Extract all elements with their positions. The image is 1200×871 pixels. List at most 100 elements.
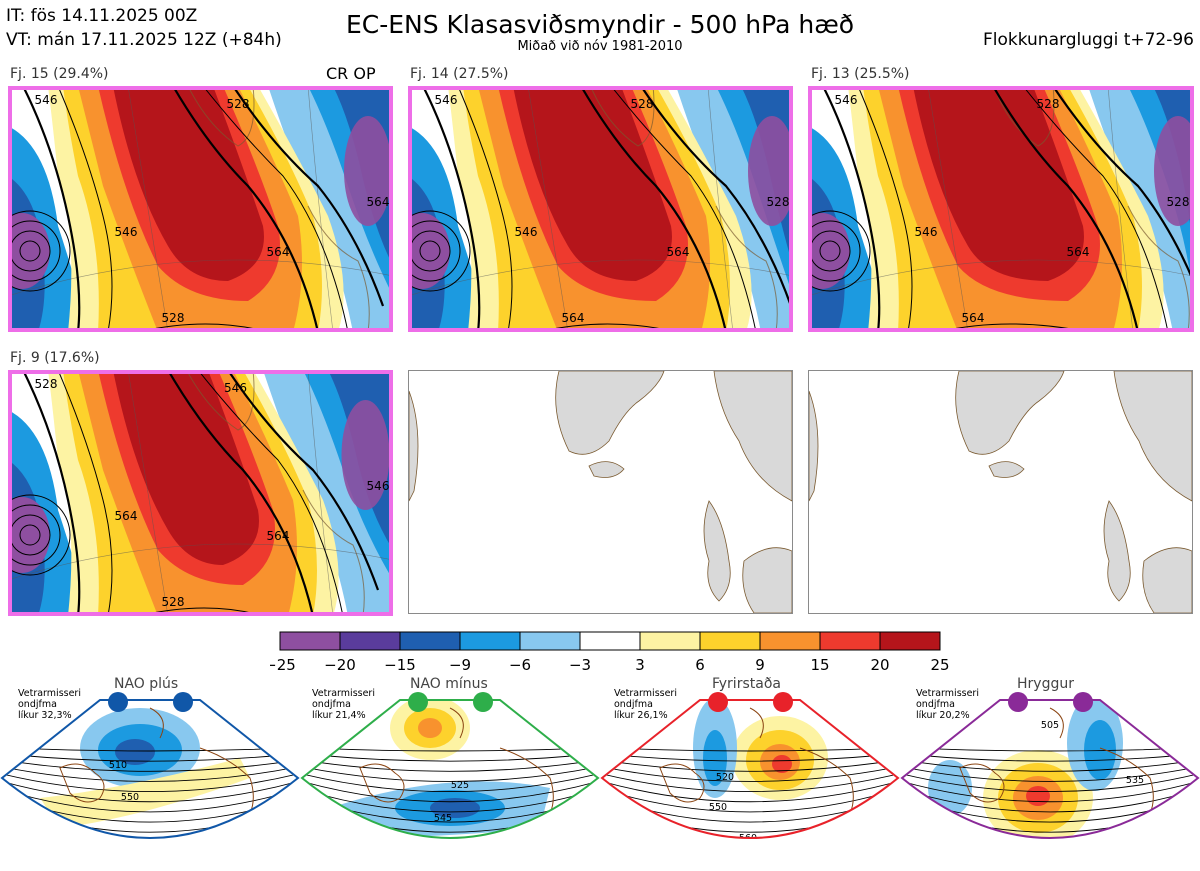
anomaly-area-low-centre bbox=[8, 497, 50, 573]
height-contour-low bbox=[419, 240, 441, 262]
regime-indicator-dot bbox=[708, 692, 728, 712]
height-contour bbox=[197, 370, 344, 616]
land-canada bbox=[409, 390, 419, 502]
height-contour-low bbox=[8, 210, 71, 292]
colorbar-swatch bbox=[879, 631, 941, 651]
regime-outline bbox=[300, 699, 600, 839]
regime-title-nao-plus: NAO plús bbox=[114, 676, 179, 692]
cluster-13-map: 546 528 546 528 564 564 bbox=[808, 86, 1194, 332]
graticule-line bbox=[307, 86, 334, 332]
coastline bbox=[715, 205, 778, 332]
coastline bbox=[749, 707, 764, 739]
height-contour bbox=[822, 86, 881, 332]
contour-label: 528 bbox=[1167, 195, 1190, 209]
info-line: líkur 32,3% bbox=[18, 710, 72, 721]
anomaly-positive-peak bbox=[772, 755, 792, 773]
anomaly-area-east-trough bbox=[344, 116, 392, 226]
land-britain bbox=[703, 500, 731, 602]
graticule-line bbox=[8, 259, 393, 297]
coastline bbox=[359, 763, 405, 803]
colorbar-tick-label: −25 bbox=[270, 656, 296, 674]
height-contour-low bbox=[408, 210, 471, 292]
height-contour bbox=[167, 370, 315, 616]
colorbar-tick-label: 3 bbox=[635, 656, 645, 674]
colorbar-swatch bbox=[399, 631, 461, 651]
height-contour bbox=[302, 759, 598, 772]
panel-label-cluster-15: Fj. 15 (29.4%) bbox=[10, 66, 109, 82]
cluster-9-map: 528 546 564 546 564 528 bbox=[8, 370, 393, 616]
anomaly-area-east-trough bbox=[1154, 116, 1194, 226]
height-contour bbox=[2, 759, 298, 772]
graticule-line bbox=[408, 259, 793, 297]
regime-indicator-dot bbox=[1008, 692, 1028, 712]
land-europe bbox=[1142, 547, 1192, 613]
height-contour bbox=[422, 86, 481, 332]
regime-info-nao-minus: Vetrarmisseri ondjfma líkur 21,4% bbox=[312, 688, 375, 721]
anomaly-area-low-centre bbox=[8, 213, 50, 289]
regime-contour-label: 510 bbox=[109, 760, 127, 771]
land-scandinavia bbox=[713, 371, 792, 502]
height-contour bbox=[22, 86, 81, 332]
height-contour bbox=[22, 370, 81, 616]
graticule-line bbox=[927, 86, 969, 332]
anomaly-area-low-centre bbox=[408, 213, 450, 289]
colorbar-swatch bbox=[759, 631, 821, 651]
contour-label: 528 bbox=[227, 97, 250, 111]
info-line: ondjfma bbox=[312, 699, 351, 710]
height-contour bbox=[5, 753, 295, 762]
height-contour bbox=[309, 747, 591, 752]
panel-label-cluster-13: Fj. 13 (25.5%) bbox=[811, 66, 910, 82]
height-contour-low bbox=[408, 220, 461, 282]
contour-label: 546 bbox=[515, 225, 538, 239]
anomaly-area-warm-extreme bbox=[513, 86, 672, 281]
height-contour bbox=[1022, 86, 1169, 332]
contour-label: 564 bbox=[667, 245, 690, 259]
regime-indicator-dot bbox=[773, 692, 793, 712]
height-contour bbox=[202, 86, 349, 332]
cluster-15-map: 546 528 546 564 564 528 bbox=[8, 86, 393, 332]
graticule-line bbox=[307, 370, 334, 616]
anomaly-negative-core bbox=[115, 739, 155, 765]
contour-label: 546 bbox=[435, 93, 458, 107]
empty-map-1 bbox=[408, 370, 793, 614]
colorbar-tick-label: −3 bbox=[569, 656, 591, 674]
contour-label: 564 bbox=[115, 509, 138, 523]
coastline bbox=[302, 489, 365, 616]
height-contour bbox=[902, 765, 1198, 782]
land-scandinavia bbox=[1113, 371, 1192, 502]
cluster-14-map: 546 528 546 528 564 564 bbox=[408, 86, 793, 332]
height-contour bbox=[302, 777, 598, 803]
fan-content: 520 550 560 bbox=[602, 700, 898, 838]
contour-label: 528 bbox=[162, 595, 185, 609]
regime-contour-label: 505 bbox=[1041, 720, 1059, 731]
coastline bbox=[449, 707, 464, 739]
regime-contour-label: 560 bbox=[1089, 838, 1107, 849]
regime-map-nao-minus: 525 545 565 bbox=[300, 688, 600, 871]
height-contour-low bbox=[8, 504, 61, 566]
fan-content: 505 535 560 bbox=[902, 700, 1198, 849]
regime-contour-label: 535 bbox=[1126, 775, 1144, 786]
height-contour bbox=[902, 771, 1198, 793]
coastline bbox=[993, 86, 1055, 147]
panel-label-cluster-14: Fj. 14 (27.5%) bbox=[410, 66, 509, 82]
anomaly-negative-west bbox=[928, 760, 972, 816]
land-britain bbox=[1103, 500, 1131, 602]
height-contour-low bbox=[19, 240, 41, 262]
regime-info-blocking: Vetrarmisseri ondjfma líkur 26,1% bbox=[614, 688, 677, 721]
cluster-border bbox=[808, 86, 1194, 332]
regime-contour-label: 550 bbox=[121, 792, 139, 803]
regime-info-ridge: Vetrarmisseri ondjfma líkur 20,2% bbox=[916, 688, 979, 721]
fan-content: 510 550 bbox=[2, 700, 298, 838]
contour-label: 528 bbox=[162, 311, 185, 325]
anomaly-negative-strong bbox=[703, 730, 727, 786]
colorbar-tick-label: 15 bbox=[810, 656, 829, 674]
info-line: líkur 21,4% bbox=[312, 710, 366, 721]
valid-time: VT: mán 17.11.2025 12Z (+84h) bbox=[6, 30, 282, 50]
height-contour bbox=[302, 783, 598, 813]
coastline bbox=[1127, 205, 1190, 332]
contour-label: 564 bbox=[267, 529, 290, 543]
contour-label: 546 bbox=[115, 225, 138, 239]
issue-time: IT: fös 14.11.2025 00Z bbox=[6, 6, 198, 26]
regime-title-ridge: Hryggur bbox=[1017, 676, 1074, 692]
height-contour-low bbox=[808, 220, 861, 282]
